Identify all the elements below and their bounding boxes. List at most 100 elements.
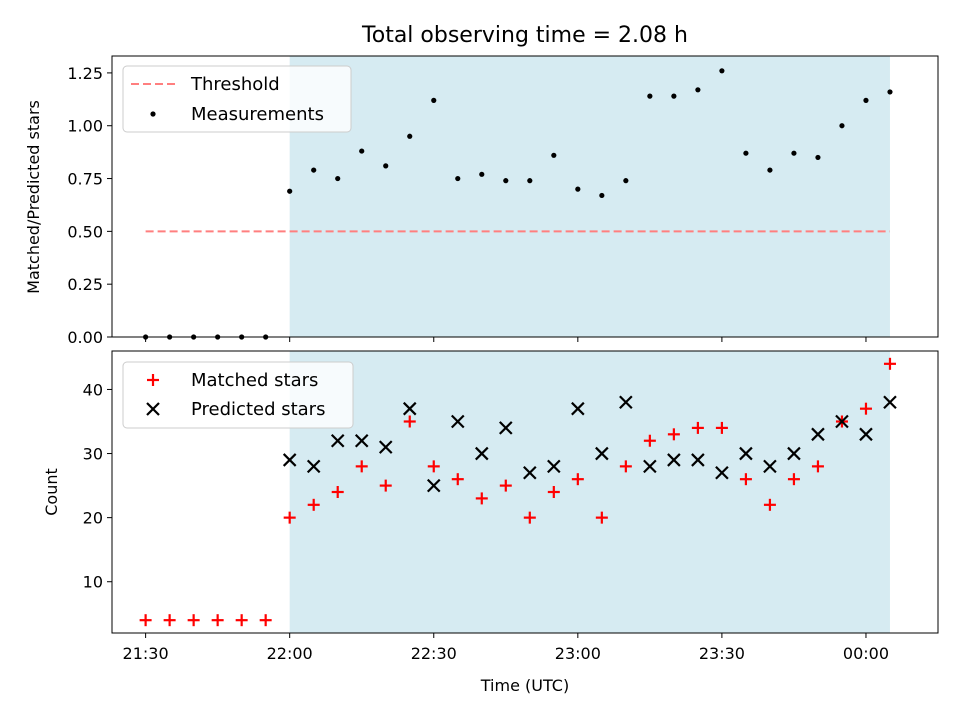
matched-star-point [691,421,704,434]
measurement-point [551,152,557,158]
matched-star-point [619,460,632,473]
matched-star-point [667,428,680,441]
x-tick-label: 22:30 [411,644,457,663]
matched-star-point [883,357,896,370]
x-tick-label: 23:00 [555,644,601,663]
matched-star-point [595,511,608,524]
predicted-star-point [787,446,801,461]
matched-star-point [811,460,824,473]
matched-star-point [307,498,320,511]
measurement-point [791,150,797,156]
top-y-axis: 0.00 0.25 0.50 0.75 1.00 1.25 [67,64,112,347]
matched-star-point [451,473,464,486]
measurement-point [383,163,389,169]
predicted-star-point [667,453,681,467]
x-tick-label: 21:30 [123,644,169,663]
matched-star-point [715,421,728,434]
top-legend: Threshold Measurements [122,65,352,133]
bottom-y-tick-label: 30 [83,445,103,464]
bottom-observing-window [289,351,890,633]
predicted-star-point [426,478,441,493]
legend-predicted-swatch [146,402,160,416]
matched-star-point [235,614,248,627]
matched-star-point [139,614,152,627]
measurement-point [287,188,293,194]
measurement-point [599,192,605,199]
predicted-star-point [859,427,873,442]
predicted-star-point [547,459,561,474]
bottom-y-axis: 10 20 30 40 [83,380,112,592]
measurement-point [695,87,701,93]
matched-star-point [571,473,584,486]
top-y-tick-label: 0.75 [67,170,103,189]
predicted-star-point [306,459,321,474]
matched-star-point [355,460,368,473]
matched-star-point [379,479,392,492]
predicted-star-point [715,465,729,480]
matched-star-point [259,614,272,627]
measurement-point [431,97,437,103]
predicted-star-point [739,446,753,461]
x-axis-label: Time (UTC) [480,676,569,695]
predicted-star-point [475,446,489,461]
top-observing-window [289,56,890,337]
predicted-star-point [523,465,537,480]
predicted-star-point [691,453,705,467]
bottom-data-layer [139,357,897,627]
legend-threshold-label: Threshold [190,74,280,95]
matched-star-point [499,479,512,492]
bottom-y-tick-label: 20 [83,509,103,528]
top-y-tick-label: 1.00 [67,117,103,136]
top-data-layer [143,68,893,340]
bottom-y-axis-label: Count [42,468,61,516]
measurement-point [863,97,869,103]
top-y-tick-label: 1.25 [67,64,103,83]
measurement-point [887,89,893,95]
matched-star-point [547,486,560,498]
legend-matched-label: Matched stars [191,370,318,391]
legend-measurements-swatch [150,111,156,117]
measurement-point [671,93,677,99]
matched-star-point [859,402,872,415]
predicted-star-point [619,395,633,410]
top-y-tick-label: 0.50 [67,222,103,241]
top-x-axis [145,337,867,342]
measurement-point [719,68,725,74]
measurement-point [527,178,533,184]
bottom-y-tick-label: 10 [83,573,103,592]
matched-star-point [643,434,656,447]
predicted-star-point [571,401,585,416]
measurement-point [839,123,845,129]
top-plot-frame [111,55,939,338]
matched-star-point [163,614,176,627]
predicted-star-point [595,446,609,461]
bottom-legend-box [122,361,354,429]
predicted-star-point [282,453,297,467]
top-y-axis-label: Matched/Predicted stars [24,100,43,294]
matched-star-point [403,415,416,428]
bottom-plot-frame [111,350,939,634]
x-tick-label: 22:00 [267,644,313,663]
matched-star-point [331,486,344,498]
matched-star-point [475,492,488,505]
measurement-point [359,148,365,154]
bottom-shaded-region-layer [289,351,890,633]
predicted-star-point [354,433,369,448]
predicted-star-point [499,421,513,435]
predicted-star-point [402,401,417,416]
predicted-star-point [763,459,777,474]
measurement-point [335,175,341,182]
predicted-star-point [330,433,345,448]
legend-matched-swatch [147,374,159,386]
matched-star-point [787,473,800,486]
measurement-point [407,133,413,139]
measurement-point [743,150,749,156]
bottom-legend: Matched stars Predicted stars [122,361,354,429]
legend-predicted-label: Predicted stars [191,399,325,420]
matched-star-point [739,473,752,486]
matched-star-point [523,511,536,524]
top-panel: 0.00 0.25 0.50 0.75 1.00 1.25 Matched/Predict… [24,55,939,347]
predicted-star-point [883,395,897,410]
measurement-point [311,167,317,173]
